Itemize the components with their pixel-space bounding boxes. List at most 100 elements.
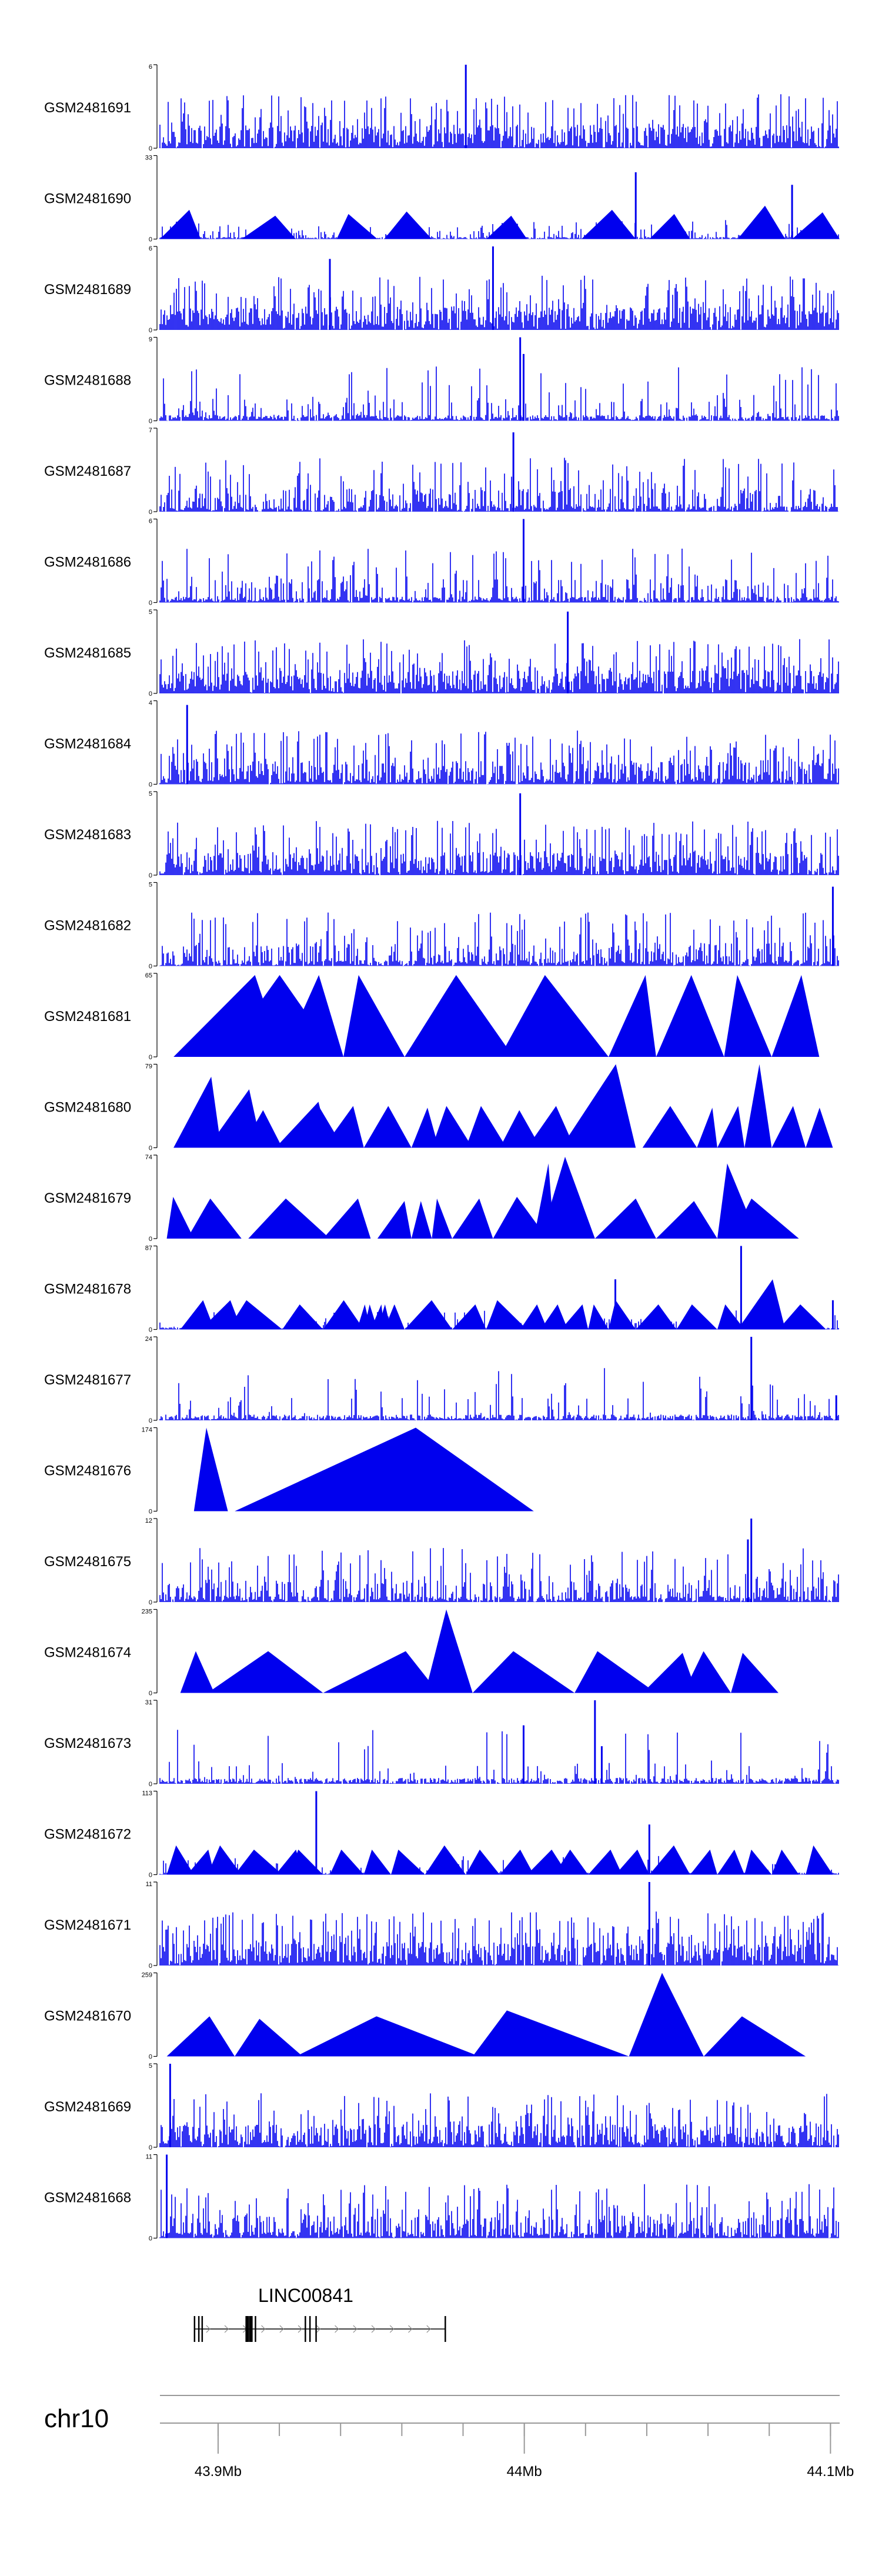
y-max-label: 259 (142, 1972, 152, 1979)
signal-triangle (166, 2016, 235, 2057)
signal-triangle (615, 1849, 650, 1875)
gene-label: LINC00841 (258, 2285, 353, 2306)
y-max-label: 87 (145, 1245, 152, 1252)
y-min-label: 0 (149, 600, 152, 607)
signal-bars (159, 94, 839, 148)
signal-triangle (425, 1845, 466, 1875)
track-label: GSM2481671 (44, 1917, 131, 1933)
signal-triangle (323, 1651, 439, 1693)
signal-triangle (588, 1304, 609, 1330)
track-GSM2481684: GSM2481684 4 0 (44, 700, 839, 789)
y-max-label: 11 (146, 2154, 152, 2161)
gene-exon (193, 2316, 196, 2342)
strand-arrow (279, 2325, 284, 2333)
signal-bars (159, 639, 839, 693)
track-GSM2481677: GSM2481677 24 0 (44, 1336, 839, 1424)
track-label: GSM2481691 (44, 100, 131, 116)
track-GSM2481670: GSM2481670 259 0 (44, 1972, 806, 2061)
signal-triangle (581, 209, 636, 239)
strand-arrow (224, 2325, 229, 2333)
signal-triangle (472, 1651, 575, 1693)
signal-triangle (744, 1849, 772, 1875)
track-label: GSM2481672 (44, 1827, 131, 1843)
signal-triangle (500, 975, 609, 1057)
gene-exon (315, 2316, 317, 2342)
signal-bars (159, 275, 839, 330)
track-label: GSM2481681 (44, 1009, 131, 1025)
signal-triangle (207, 1089, 262, 1148)
track-GSM2481678: GSM2481678 87 0 (44, 1245, 839, 1334)
signal-triangle (561, 1304, 589, 1330)
track-label: GSM2481685 (44, 645, 131, 661)
signal-bars (159, 1548, 839, 1602)
y-min-label: 0 (149, 2235, 152, 2243)
signal-triangle (500, 1849, 534, 1875)
signal-triangle (527, 1106, 575, 1148)
track-label: GSM2481668 (44, 2190, 131, 2206)
track-GSM2481680: GSM2481680 79 0 (44, 1063, 833, 1152)
y-max-label: 5 (149, 882, 152, 889)
signal-bars (159, 548, 839, 603)
signal-triangle (201, 1300, 242, 1330)
strand-arrow (261, 2325, 266, 2333)
strand-arrow (389, 2325, 395, 2333)
signal-triangle (391, 1849, 425, 1875)
track-GSM2481689: GSM2481689 6 0 (44, 245, 839, 334)
track-GSM2481688: GSM2481688 9 0 (44, 336, 839, 425)
signal-bars (159, 820, 839, 875)
y-min-label: 0 (149, 145, 152, 152)
gene-model (193, 2316, 446, 2342)
signal-triangle (343, 975, 405, 1057)
signal-triangle (676, 1304, 717, 1330)
signal-triangle (432, 1198, 453, 1239)
track-GSM2481690: GSM2481690 33 0 (44, 155, 840, 243)
signal-triangle (771, 1849, 799, 1875)
track-GSM2481669: GSM2481669 5 0 (44, 2063, 839, 2151)
y-max-label: 33 (145, 155, 152, 162)
signal-bars (159, 730, 839, 785)
signal-triangle (466, 1849, 500, 1875)
genome-axis: 43.9Mb 44Mb 44.1Mb (160, 2395, 854, 2480)
signal-triangle (452, 1198, 493, 1239)
y-max-label: 9 (149, 336, 152, 343)
track-GSM2481686: GSM2481686 6 0 (44, 518, 839, 607)
signal-triangle (187, 1849, 215, 1875)
signal-bars (159, 366, 839, 421)
signal-triangle (363, 1849, 392, 1875)
signal-triangle (336, 213, 377, 239)
y-min-label: 0 (149, 1781, 152, 1788)
track-GSM2481675: GSM2481675 12 0 (44, 1517, 839, 1606)
signal-triangle (432, 1106, 473, 1148)
gene-exon (245, 2316, 249, 2342)
signal-triangle (540, 1304, 568, 1330)
y-max-label: 5 (149, 609, 152, 616)
signal-triangle (724, 975, 772, 1057)
signal-bars (159, 1368, 839, 1420)
y-min-label: 0 (149, 690, 152, 698)
signal-triangle (472, 2010, 629, 2057)
signal-triangle (411, 1107, 439, 1148)
gene-annotation-track: LINC00841 (193, 2285, 446, 2342)
signal-triangle (561, 1064, 636, 1148)
gene-exon (249, 2316, 253, 2342)
y-min-label: 0 (149, 236, 152, 243)
track-GSM2481673: GSM2481673 31 0 (44, 1699, 839, 1788)
signal-triangle (330, 1849, 364, 1875)
y-max-label: 7 (149, 427, 152, 434)
track-GSM2481672: GSM2481672 113 0 (44, 1790, 839, 1879)
track-label: GSM2481682 (44, 918, 131, 934)
signal-triangle (771, 975, 820, 1057)
track-label: GSM2481687 (44, 463, 131, 479)
signal-triangle (649, 213, 690, 239)
signal-triangle (425, 1609, 473, 1693)
strand-arrow (335, 2325, 339, 2333)
y-min-label: 0 (149, 1690, 152, 1697)
y-min-label: 0 (149, 327, 152, 334)
y-min-label: 0 (149, 1054, 152, 1061)
track-GSM2481674: GSM2481674 235 0 (44, 1609, 779, 1697)
signal-triangle (384, 211, 432, 239)
signal-triangle (235, 1427, 534, 1511)
track-label: GSM2481679 (44, 1190, 131, 1206)
signal-triangle (180, 1651, 215, 1693)
signal-triangle (792, 212, 840, 239)
